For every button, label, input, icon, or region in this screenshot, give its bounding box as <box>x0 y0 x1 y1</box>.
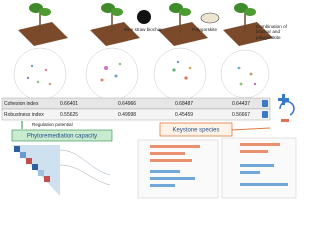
panel <box>13 3 68 101</box>
thumb-icon <box>262 100 268 107</box>
index-value: 0.49998 <box>118 112 136 118</box>
minus-icon <box>281 119 289 122</box>
keystone-label: Keystone species <box>172 128 219 134</box>
index-value: 0.45459 <box>175 112 193 118</box>
index-value: 0.64966 <box>118 101 136 107</box>
index-table: Cohesion index 0.66401 0.64966 0.68487 0.644… <box>1 94 295 122</box>
row-label: Robustness index <box>4 112 44 118</box>
panel <box>220 3 273 99</box>
bar-panels <box>137 137 297 199</box>
index-value: 0.64437 <box>232 101 250 107</box>
thumb-icon <box>262 111 268 118</box>
panel <box>153 3 220 101</box>
index-value: 0.55625 <box>60 112 78 118</box>
cycle-arrow <box>279 100 295 116</box>
treatment-label: Palygorskite <box>192 27 217 32</box>
heatmap <box>12 145 111 196</box>
panel <box>85 3 151 101</box>
phyto-label: Phytoremediation capacity <box>27 134 97 140</box>
row-label: Cohesion index <box>4 101 39 107</box>
regulation-label: Regulation potential <box>32 122 73 127</box>
index-value: 0.66401 <box>60 101 78 107</box>
panels: Rice straw biochar Palygorskite Combinat… <box>13 3 287 101</box>
phyto-box <box>11 129 113 142</box>
index-value: 0.56667 <box>232 112 250 118</box>
treatment-label: Combination of biochar and palygorskite <box>256 24 287 40</box>
index-value: 0.68487 <box>175 101 193 107</box>
graphical-abstract: Rice straw biochar Palygorskite Combinat… <box>1 3 297 199</box>
treatment-label-box: Combination of biochar and palygorskite <box>256 24 287 40</box>
treatment-label: Rice straw biochar <box>124 27 162 32</box>
plus-icon <box>278 94 289 105</box>
